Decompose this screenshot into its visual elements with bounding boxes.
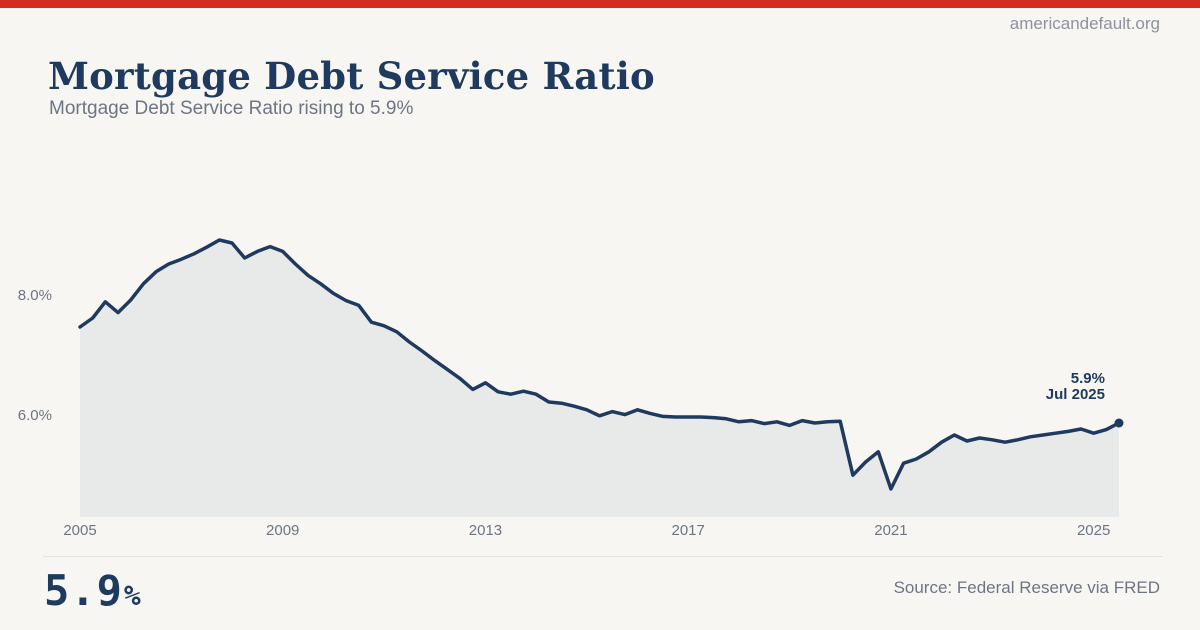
last-point-annotation: 5.9% Jul 2025: [1046, 371, 1105, 403]
annotation-date: Jul 2025: [1045, 386, 1105, 403]
current-value-number: 5.9: [44, 566, 123, 615]
x-axis-tick-label: 2013: [468, 522, 503, 539]
site-name: americandefault.org: [1009, 14, 1160, 33]
x-axis-tick-label: 2025: [1076, 522, 1111, 539]
current-value-unit: %: [123, 579, 141, 612]
current-value: 5.9%: [44, 566, 141, 615]
source-attribution: Source: Federal Reserve via FRED: [893, 578, 1160, 597]
footer-divider: [43, 556, 1163, 557]
chart-area-fill: [80, 240, 1119, 517]
top-accent-bar: [0, 0, 1200, 8]
last-point-marker: [1114, 418, 1124, 428]
x-axis-tick-label: 2021: [874, 522, 908, 539]
annotation-value: 5.9%: [1070, 370, 1105, 387]
x-axis-tick-label: 2005: [63, 522, 97, 539]
x-axis-tick-label: 2009: [266, 522, 300, 539]
page-title: Mortgage Debt Service Ratio: [48, 54, 655, 98]
x-axis-tick-label: 2017: [671, 522, 705, 539]
chart-line: [78, 238, 1121, 491]
page-subtitle: Mortgage Debt Service Ratio rising to 5.…: [49, 98, 414, 119]
y-axis-tick-label: 6.0%: [17, 407, 52, 424]
y-axis-tick-label: 8.0%: [17, 287, 52, 304]
